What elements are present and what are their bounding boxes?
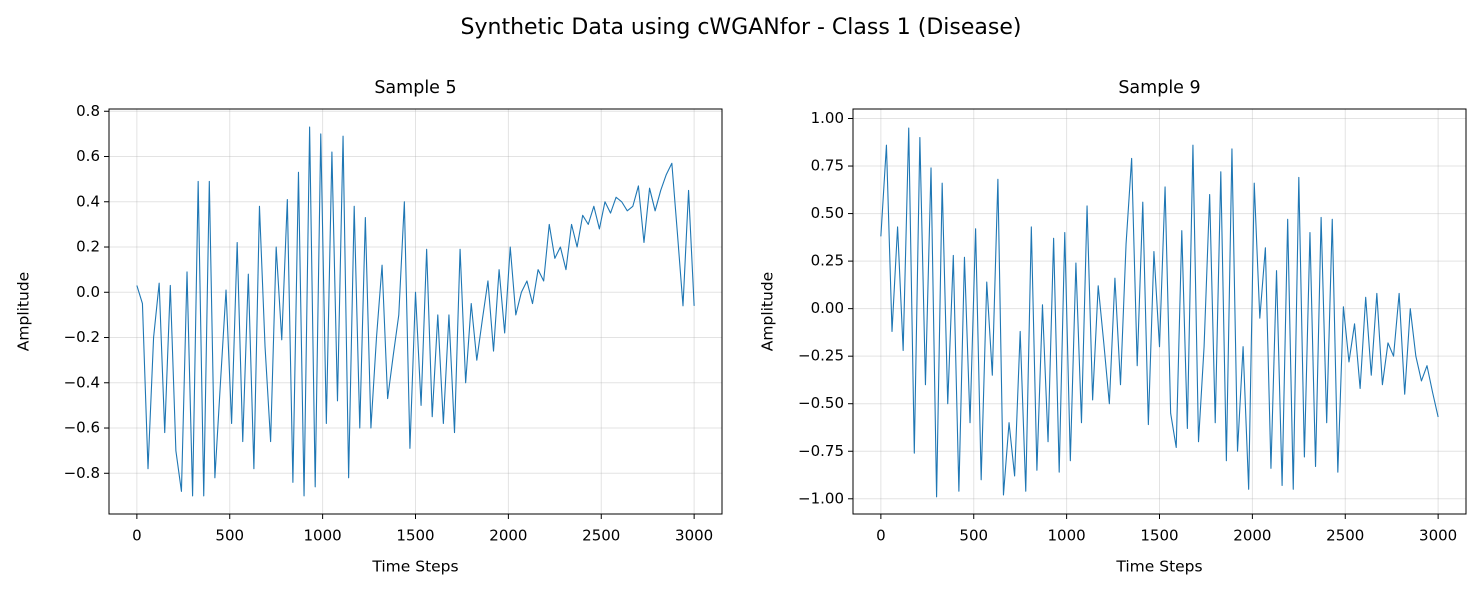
y-axis-label: Amplitude (15, 272, 33, 351)
y-tick-label: 0.4 (76, 192, 100, 210)
x-tick-label: 500 (959, 527, 988, 545)
x-tick-label: 3000 (1419, 527, 1457, 545)
y-tick-label: 0.50 (811, 204, 844, 222)
y-tick-label: 0.00 (811, 299, 844, 317)
y-axis-label: Amplitude (759, 272, 777, 351)
y-tick-label: 0.2 (76, 238, 100, 256)
x-tick-label: 1500 (396, 527, 434, 545)
x-tick-label: 0 (132, 527, 142, 545)
y-tick-label: −0.2 (64, 328, 100, 346)
y-tick-label: 0.75 (811, 157, 844, 175)
y-tick-label: 0.6 (76, 147, 100, 165)
subplot-title: Sample 5 (374, 78, 456, 98)
x-tick-label: 2500 (1326, 527, 1364, 545)
axes-frame (108, 108, 723, 515)
y-tick-label: 0.25 (811, 252, 844, 270)
x-tick-label: 1000 (304, 527, 342, 545)
y-tick-label: −1.00 (798, 489, 844, 507)
x-tick-label: 3000 (675, 527, 713, 545)
subplot-title: Sample 9 (1118, 78, 1200, 98)
y-tick-label: 0.8 (76, 102, 100, 120)
y-tick-label: 0.0 (76, 283, 100, 301)
axes-frame (852, 108, 1467, 515)
x-tick-label: 1000 (1048, 527, 1086, 545)
x-axis-label: Time Steps (1115, 558, 1202, 576)
y-tick-label: −0.75 (798, 442, 844, 460)
y-tick-label: −0.25 (798, 347, 844, 365)
y-tick-label: −0.8 (64, 464, 100, 482)
x-tick-label: 2000 (489, 527, 527, 545)
y-tick-label: −0.6 (64, 419, 100, 437)
y-tick-label: −0.4 (64, 373, 100, 391)
x-tick-label: 2000 (1233, 527, 1271, 545)
x-tick-label: 2500 (582, 527, 620, 545)
x-tick-label: 500 (215, 527, 244, 545)
y-tick-label: 1.00 (811, 109, 844, 127)
data-line (880, 127, 1439, 498)
y-tick-label: −0.50 (798, 394, 844, 412)
x-tick-label: 1500 (1140, 527, 1178, 545)
x-axis-label: Time Steps (371, 558, 458, 576)
x-tick-label: 0 (876, 527, 886, 545)
data-line (136, 126, 695, 497)
figure-title: Synthetic Data using cWGANfor - Class 1 … (461, 15, 1022, 40)
